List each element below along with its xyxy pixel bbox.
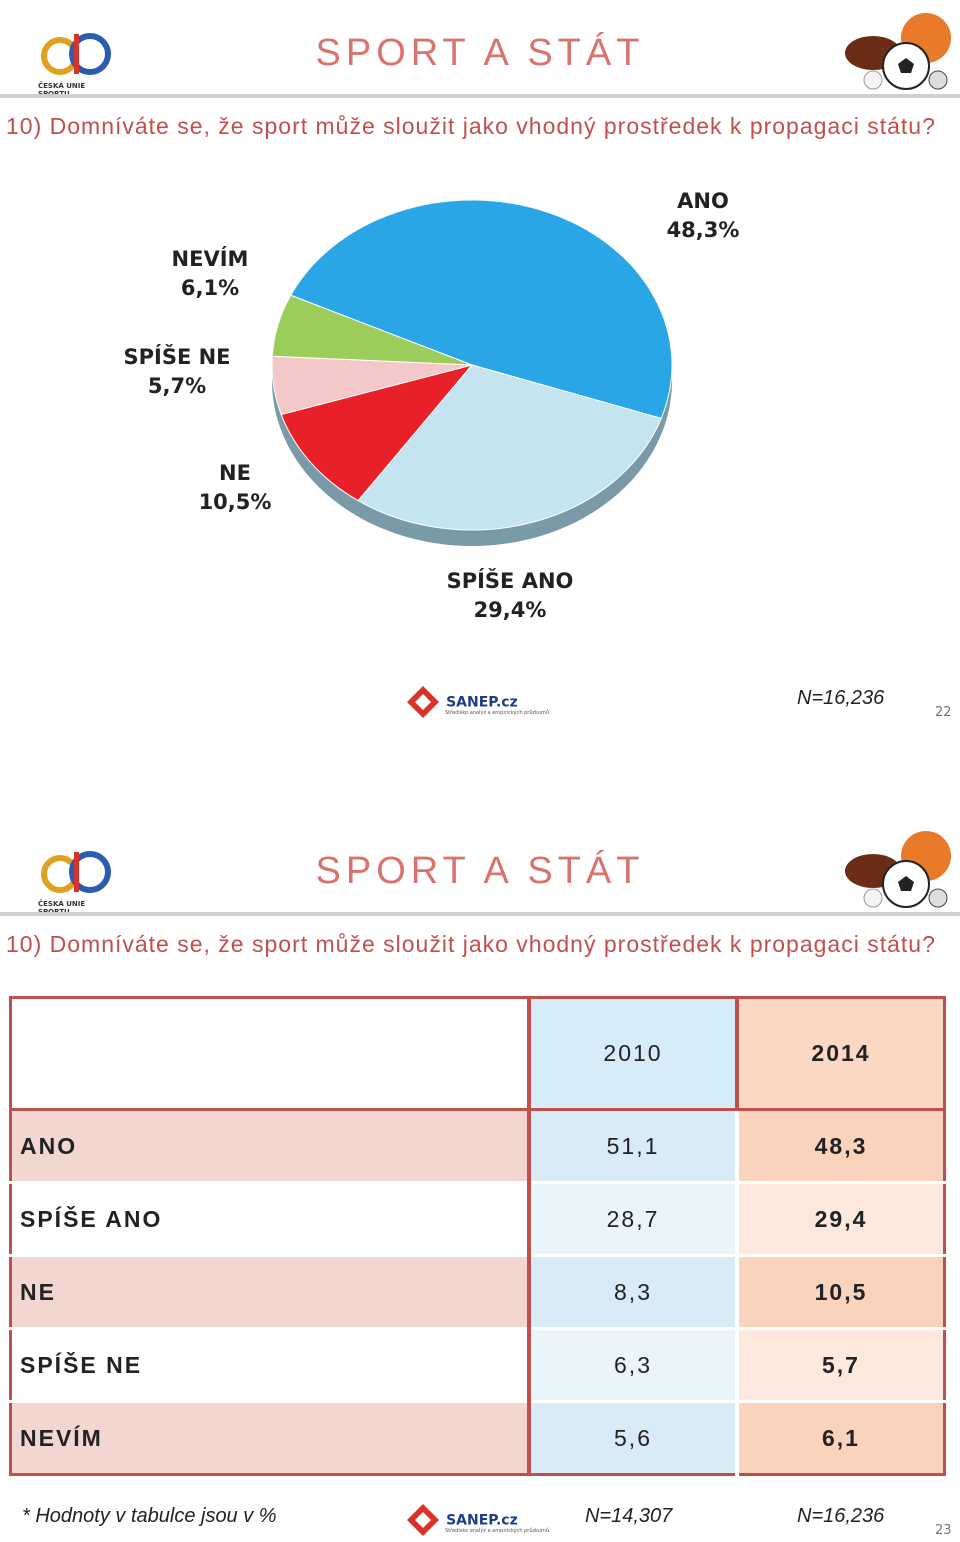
question: 10) Domníváte se, že sport může sloužit … xyxy=(6,113,936,139)
page-number: 23 xyxy=(935,1523,952,1538)
cell-value: 6,3 xyxy=(529,1328,739,1402)
sample-size-2010: N=14,307 xyxy=(585,1505,673,1527)
row-label: ANO xyxy=(10,1109,532,1183)
slice-label: NE xyxy=(219,461,251,485)
slice-label: SPÍŠE NE xyxy=(123,344,230,369)
slice-label: ANO xyxy=(677,189,729,213)
question: 10) Domníváte se, že sport může sloužit … xyxy=(6,931,936,957)
slice-value: 5,7% xyxy=(148,374,206,398)
slice-value: 10,5% xyxy=(199,490,272,514)
sanep-logo-text: SANEP.cz xyxy=(446,1512,518,1529)
sample-size-2014: N=16,236 xyxy=(797,1505,885,1527)
sanep-logo: SANEP.cz Středisko analýz a empirických … xyxy=(405,1502,550,1536)
cell-value: 51,1 xyxy=(529,1109,739,1183)
header-row: 2010 2014 xyxy=(10,997,945,1110)
table-row: NE 8,3 10,5 xyxy=(10,1255,945,1329)
column-header: 2014 xyxy=(737,997,945,1110)
results-table: 2010 2014 ANO 51,1 48,3 SPÍŠE ANO 28,7 29,4 NE 8,… xyxy=(9,996,946,1476)
pie-slice xyxy=(271,294,473,366)
sanep-logo: SANEP.cz Středisko analýz a empirických … xyxy=(405,684,550,718)
sanep-logo-subtitle: Středisko analýz a empirických průzkumů xyxy=(445,710,550,716)
slice-label: SPÍŠE ANO xyxy=(447,568,574,593)
slice-value: 6,1% xyxy=(181,276,239,300)
pie-slice xyxy=(280,364,474,502)
table-row: SPÍŠE ANO 28,7 29,4 xyxy=(10,1182,945,1256)
sample-size: N=16,236 xyxy=(797,687,885,709)
pie-slice xyxy=(357,364,662,531)
cell-value: 28,7 xyxy=(529,1182,739,1256)
row-label: NEVÍM xyxy=(10,1401,532,1475)
cell-value: 8,3 xyxy=(529,1255,739,1329)
cus-logo-mark xyxy=(41,851,111,893)
slide-title: SPORT A STÁT xyxy=(315,850,645,892)
header-rule xyxy=(0,94,960,98)
cell-value: 6,1 xyxy=(737,1401,945,1475)
cell-value: 29,4 xyxy=(737,1182,945,1256)
slice-label: NEVÍM xyxy=(172,246,249,271)
cell-value: 48,3 xyxy=(737,1109,945,1183)
table-row: SPÍŠE NE 6,3 5,7 xyxy=(10,1328,945,1402)
row-label: NE xyxy=(10,1255,532,1329)
table-note: * Hodnoty v tabulce jsou v % xyxy=(22,1505,277,1527)
cus-logo-mark xyxy=(41,33,111,75)
slice-value: 29,4% xyxy=(474,598,547,622)
cell-value: 5,7 xyxy=(737,1328,945,1402)
sanep-logo-mark xyxy=(407,686,439,718)
pie-chart: ANO 48,3% SPÍŠE ANO 29,4% NE 10,5% SPÍŠE NE 5,7… xyxy=(123,189,740,622)
table-row: NEVÍM 5,6 6,1 xyxy=(10,1401,945,1475)
cell-value: 5,6 xyxy=(529,1401,739,1475)
sanep-logo-subtitle: Středisko analýz a empirických průzkumů xyxy=(445,1528,550,1534)
header-rule xyxy=(0,912,960,916)
row-label: SPÍŠE NE xyxy=(10,1328,532,1402)
pie-slice xyxy=(290,199,673,419)
sanep-logo-mark xyxy=(407,1504,439,1536)
row-label: SPÍŠE ANO xyxy=(10,1182,532,1256)
slice-value: 48,3% xyxy=(667,218,740,242)
slide-title: SPORT A STÁT xyxy=(315,32,645,74)
page-number: 22 xyxy=(935,705,952,720)
header-blank xyxy=(10,997,532,1110)
cell-value: 10,5 xyxy=(737,1255,945,1329)
column-header: 2010 xyxy=(529,997,739,1110)
sports-icon xyxy=(845,13,951,90)
sports-icon xyxy=(845,831,951,908)
sanep-logo-text: SANEP.cz xyxy=(446,694,518,711)
table-row: ANO 51,1 48,3 xyxy=(10,1109,945,1183)
